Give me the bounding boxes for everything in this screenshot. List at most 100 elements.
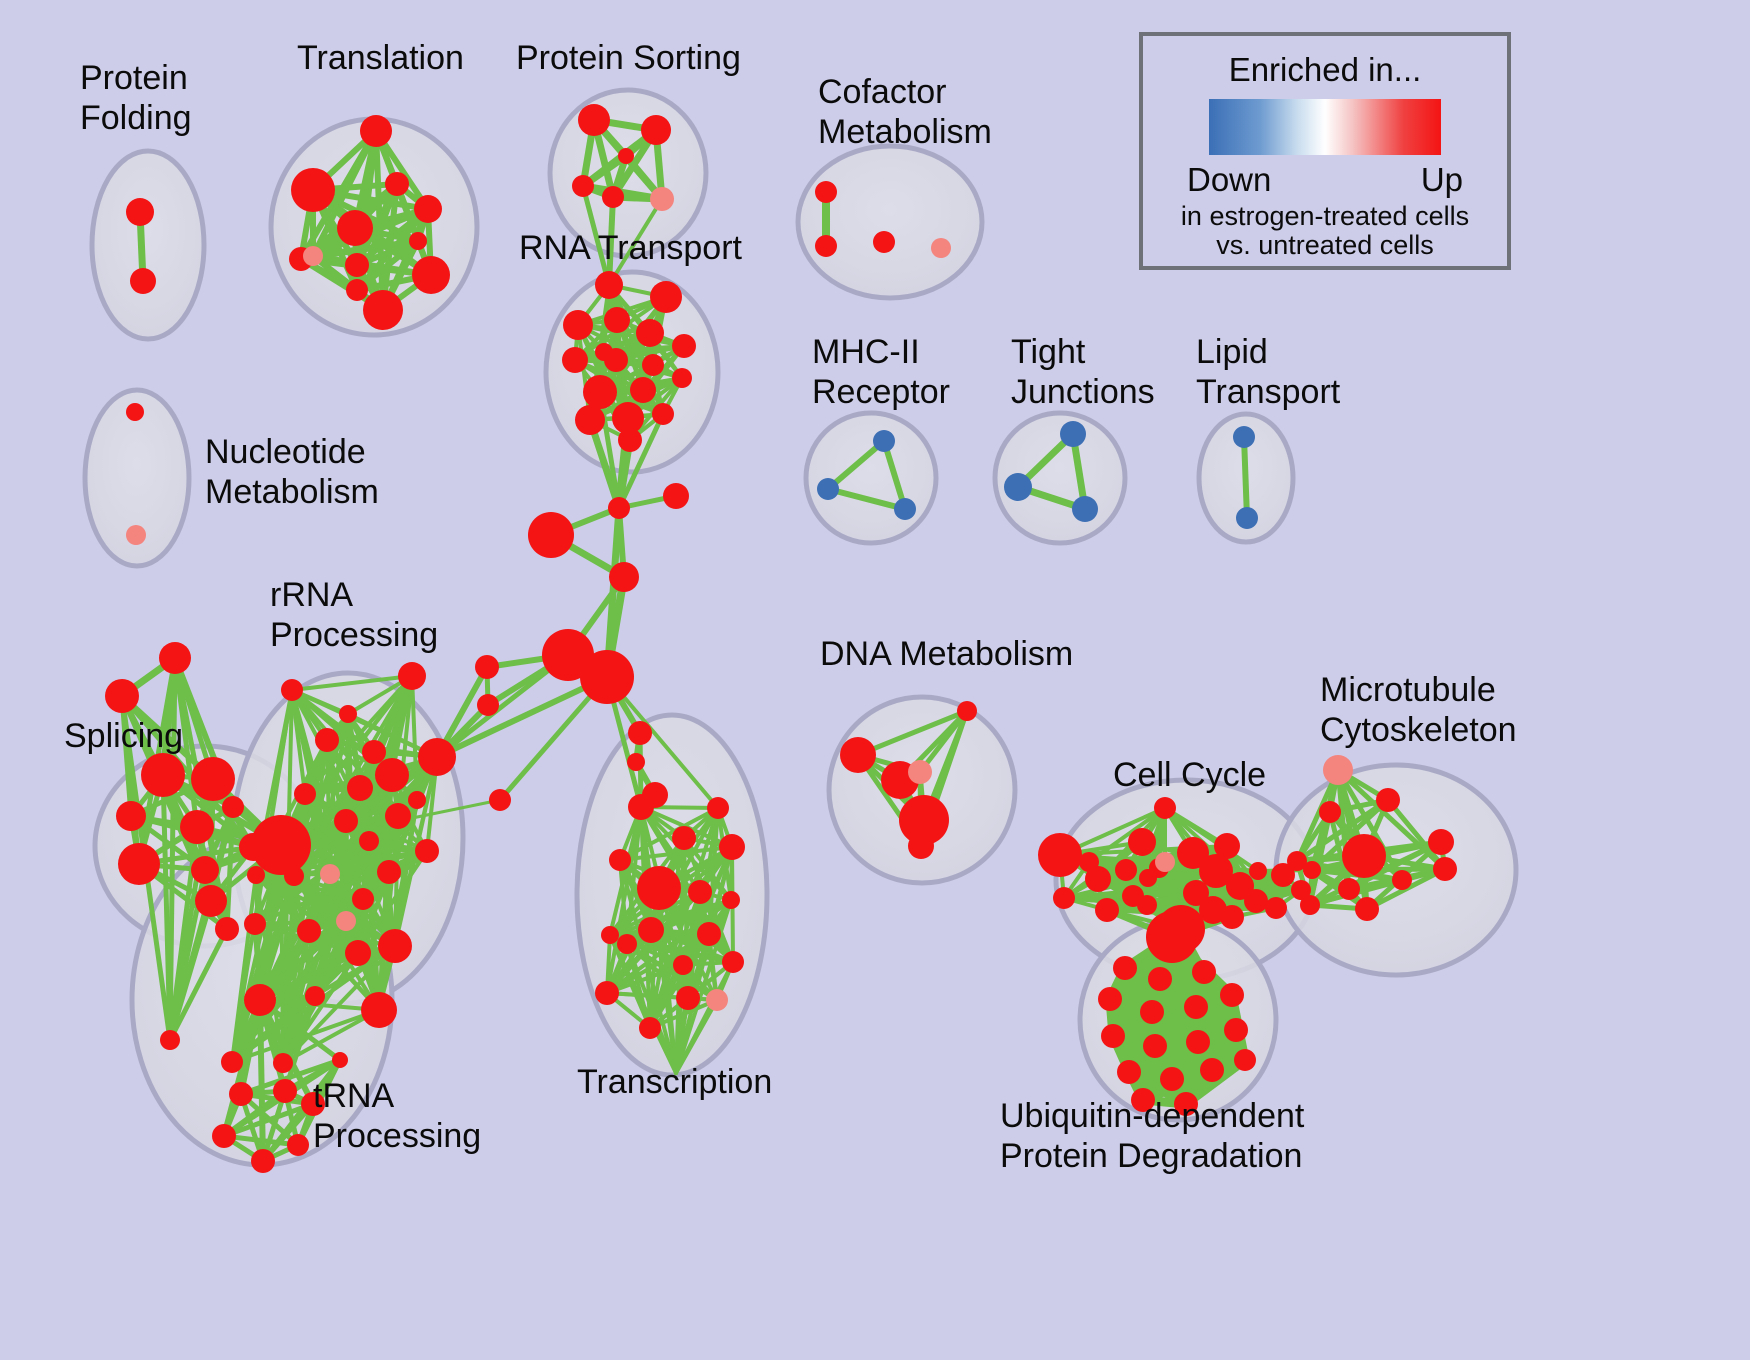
- network-node[interactable]: [191, 856, 219, 884]
- network-node[interactable]: [273, 1079, 297, 1103]
- network-node[interactable]: [617, 934, 637, 954]
- network-node[interactable]: [398, 662, 426, 690]
- network-node[interactable]: [602, 186, 624, 208]
- network-node[interactable]: [583, 375, 617, 409]
- network-node[interactable]: [1060, 421, 1086, 447]
- network-node[interactable]: [362, 740, 386, 764]
- network-node[interactable]: [1192, 960, 1216, 984]
- network-node[interactable]: [409, 232, 427, 250]
- network-node[interactable]: [412, 256, 450, 294]
- network-node[interactable]: [195, 885, 227, 917]
- network-node[interactable]: [840, 737, 876, 773]
- network-node[interactable]: [957, 701, 977, 721]
- network-node[interactable]: [609, 562, 639, 592]
- network-node[interactable]: [336, 911, 356, 931]
- network-node[interactable]: [1148, 967, 1172, 991]
- network-node[interactable]: [706, 989, 728, 1011]
- network-node[interactable]: [191, 757, 235, 801]
- network-node[interactable]: [347, 775, 373, 801]
- network-node[interactable]: [303, 246, 323, 266]
- network-node[interactable]: [637, 866, 681, 910]
- network-node[interactable]: [1244, 889, 1268, 913]
- network-node[interactable]: [105, 679, 139, 713]
- network-node[interactable]: [418, 738, 456, 776]
- network-node[interactable]: [578, 104, 610, 136]
- network-node[interactable]: [676, 986, 700, 1010]
- network-node[interactable]: [1160, 1067, 1184, 1091]
- network-node[interactable]: [116, 801, 146, 831]
- network-node[interactable]: [630, 377, 656, 403]
- network-node[interactable]: [1117, 1060, 1141, 1084]
- network-node[interactable]: [1154, 797, 1176, 819]
- network-node[interactable]: [141, 753, 185, 797]
- network-node[interactable]: [477, 694, 499, 716]
- network-node[interactable]: [562, 347, 588, 373]
- network-node[interactable]: [212, 1124, 236, 1148]
- network-node[interactable]: [345, 253, 369, 277]
- network-node[interactable]: [1323, 755, 1353, 785]
- network-node[interactable]: [1265, 897, 1287, 919]
- network-node[interactable]: [652, 403, 674, 425]
- network-node[interactable]: [628, 794, 654, 820]
- network-node[interactable]: [1113, 956, 1137, 980]
- network-node[interactable]: [244, 984, 276, 1016]
- network-node[interactable]: [281, 679, 303, 701]
- network-node[interactable]: [1300, 895, 1320, 915]
- network-node[interactable]: [385, 172, 409, 196]
- network-node[interactable]: [315, 728, 339, 752]
- network-node[interactable]: [1140, 1000, 1164, 1024]
- network-node[interactable]: [1004, 473, 1032, 501]
- network-node[interactable]: [1233, 426, 1255, 448]
- network-node[interactable]: [618, 428, 642, 452]
- network-node[interactable]: [563, 310, 593, 340]
- network-node[interactable]: [697, 922, 721, 946]
- network-node[interactable]: [1146, 911, 1198, 963]
- network-node[interactable]: [352, 888, 374, 910]
- network-node[interactable]: [908, 833, 934, 859]
- network-node[interactable]: [360, 115, 392, 147]
- network-node[interactable]: [1249, 862, 1267, 880]
- network-node[interactable]: [1186, 1030, 1210, 1054]
- network-node[interactable]: [815, 235, 837, 257]
- network-node[interactable]: [604, 307, 630, 333]
- network-node[interactable]: [673, 955, 693, 975]
- network-node[interactable]: [894, 498, 916, 520]
- network-node[interactable]: [1355, 897, 1379, 921]
- network-node[interactable]: [572, 175, 594, 197]
- network-node[interactable]: [159, 642, 191, 674]
- network-node[interactable]: [528, 512, 574, 558]
- network-node[interactable]: [130, 268, 156, 294]
- network-node[interactable]: [575, 405, 605, 435]
- network-node[interactable]: [1137, 895, 1157, 915]
- network-node[interactable]: [337, 210, 373, 246]
- network-node[interactable]: [408, 791, 426, 809]
- network-node[interactable]: [580, 650, 634, 704]
- network-node[interactable]: [334, 809, 358, 833]
- network-node[interactable]: [1183, 880, 1209, 906]
- network-node[interactable]: [595, 343, 613, 361]
- network-node[interactable]: [126, 198, 154, 226]
- network-node[interactable]: [1072, 496, 1098, 522]
- network-node[interactable]: [1095, 898, 1119, 922]
- network-node[interactable]: [247, 866, 265, 884]
- network-node[interactable]: [475, 655, 499, 679]
- network-node[interactable]: [1433, 857, 1457, 881]
- network-node[interactable]: [722, 951, 744, 973]
- network-node[interactable]: [650, 281, 682, 313]
- network-node[interactable]: [650, 187, 674, 211]
- network-node[interactable]: [1184, 995, 1208, 1019]
- network-node[interactable]: [1038, 833, 1082, 877]
- network-node[interactable]: [244, 913, 266, 935]
- network-node[interactable]: [1224, 1018, 1248, 1042]
- network-node[interactable]: [251, 1149, 275, 1173]
- network-node[interactable]: [672, 826, 696, 850]
- network-node[interactable]: [672, 334, 696, 358]
- network-node[interactable]: [1143, 1034, 1167, 1058]
- network-node[interactable]: [627, 753, 645, 771]
- network-node[interactable]: [908, 760, 932, 784]
- network-node[interactable]: [332, 1052, 348, 1068]
- network-node[interactable]: [126, 403, 144, 421]
- network-node[interactable]: [361, 992, 397, 1028]
- network-node[interactable]: [817, 478, 839, 500]
- network-node[interactable]: [294, 783, 316, 805]
